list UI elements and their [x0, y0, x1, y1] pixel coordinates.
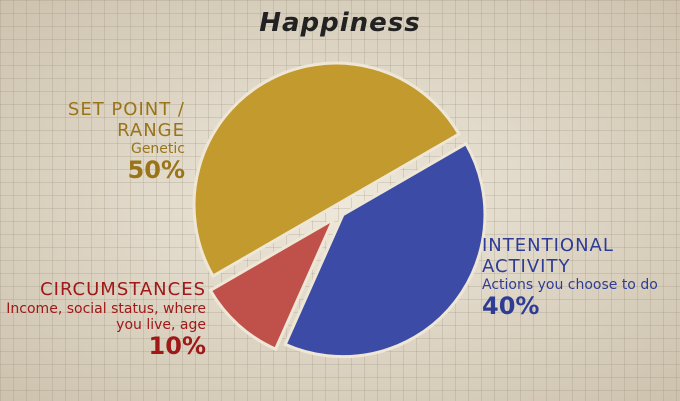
slice-label: INTENTIONAL ACTIVITY Actions you choose t…: [482, 235, 662, 321]
slice-label: CIRCUMSTANCES Income, social status, wher…: [6, 279, 206, 360]
value-label: 10%: [148, 331, 206, 360]
slice-label: SET POINT / RANGE Genetic 50%: [0, 99, 185, 185]
category-label: SET POINT / RANGE: [67, 99, 185, 141]
description-label: Genetic: [130, 141, 185, 158]
category-label: CIRCUMSTANCES: [40, 279, 206, 300]
pie-slice: [192, 61, 462, 279]
value-label: 40%: [482, 292, 540, 321]
description-label: Actions you choose to do: [482, 277, 658, 294]
category-label: INTENTIONAL ACTIVITY: [482, 235, 614, 277]
value-label: 50%: [127, 156, 185, 185]
chart-title: Happiness: [259, 8, 421, 38]
pie-slice: [208, 215, 337, 352]
description-label: Income, social status, where you live, a…: [6, 300, 206, 333]
pie-slice: [283, 141, 487, 359]
